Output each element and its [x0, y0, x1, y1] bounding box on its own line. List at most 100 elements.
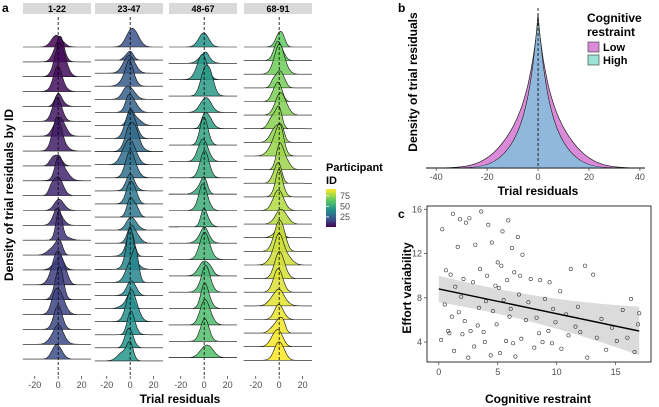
- scatter-point: [604, 347, 609, 352]
- ridge-density: [243, 316, 313, 334]
- scatter-point: [508, 306, 513, 311]
- ridge-density: [95, 150, 163, 179]
- x-tick-label: 0: [536, 172, 541, 182]
- scatter-point: [568, 267, 573, 272]
- x-tick-label: 0: [277, 380, 282, 390]
- scatter-point: [452, 348, 457, 353]
- x-tick-label: -20: [174, 380, 187, 390]
- scatter-point: [515, 235, 520, 240]
- x-tick-label: 0: [436, 367, 441, 377]
- facet-strip-label: 68-91: [266, 4, 289, 14]
- x-tick-label: 5: [495, 367, 500, 377]
- scatter-point: [495, 260, 500, 265]
- ridge-density: [94, 289, 164, 322]
- scatter-point: [547, 280, 552, 285]
- scatter-point: [467, 216, 472, 221]
- facet-strip: [23, 3, 91, 14]
- scatter-point: [632, 349, 637, 354]
- ridge-density: [169, 150, 237, 179]
- scatter-point: [460, 332, 465, 337]
- ridge-density: [94, 340, 164, 362]
- colorbar-tick-label: 50: [340, 201, 350, 211]
- ridge-density: [244, 81, 312, 102]
- scatter-point: [538, 278, 543, 283]
- scatter-point: [440, 227, 445, 232]
- ridge-density: [94, 247, 164, 283]
- scatter-point: [506, 218, 511, 223]
- ridge-density: [94, 216, 164, 231]
- ridge-density: [243, 288, 313, 307]
- scatter-point: [518, 273, 523, 278]
- ridge-density: [243, 70, 313, 89]
- ridge-density: [22, 43, 92, 78]
- scatter-point: [516, 292, 521, 297]
- x-tick-label: 20: [77, 380, 87, 390]
- scatter-point: [473, 242, 478, 247]
- scatter-point: [628, 296, 633, 301]
- scatter-point: [494, 322, 499, 327]
- scatter-point: [478, 267, 483, 272]
- ridge-density: [94, 310, 164, 336]
- scatter-point: [507, 314, 512, 319]
- x-tick-label: 15: [611, 367, 621, 377]
- scatter-point: [534, 315, 539, 320]
- scatter-point: [443, 268, 448, 273]
- x-tick-label: 20: [298, 380, 308, 390]
- y-tick-label: 12: [412, 249, 422, 259]
- ridge-density: [169, 260, 237, 277]
- scatter-point: [485, 273, 490, 278]
- scatter-point: [447, 331, 452, 336]
- scatter-point: [499, 263, 504, 268]
- scatter-point: [575, 304, 580, 309]
- panel-a-y-title: Density of trial residuals by ID: [2, 109, 16, 281]
- panel-c-x-title: Cognitive restraint: [485, 392, 591, 406]
- scatter-point: [449, 314, 454, 319]
- scatter-point: [523, 317, 528, 322]
- x-tick-label: 0: [128, 380, 133, 390]
- facet-strip-label: 48-67: [191, 4, 214, 14]
- ridge-density: [94, 180, 164, 205]
- x-tick-label: -20: [481, 172, 494, 182]
- scatter-point: [463, 220, 468, 225]
- colorbar-tick-label: 75: [340, 191, 350, 201]
- ridge-density: [168, 264, 238, 293]
- scatter-point: [439, 337, 444, 342]
- colorbar-title-line1: Participant: [326, 162, 383, 174]
- scatter-point: [470, 280, 475, 285]
- scatter-point: [472, 344, 477, 349]
- y-tick-label: 16: [412, 204, 422, 214]
- ridge-density: [243, 268, 313, 293]
- ridge-density: [94, 197, 164, 218]
- colorbar: [326, 189, 336, 227]
- ridge-density: [94, 226, 164, 270]
- scatter-point: [509, 246, 514, 251]
- colorbar-tick-label: 25: [340, 212, 350, 222]
- scatter-point: [585, 355, 590, 360]
- legend-title-line1: Cognitive: [587, 11, 642, 25]
- x-tick-label: 10: [552, 367, 562, 377]
- scatter-point: [582, 263, 587, 268]
- ridge-density: [243, 329, 313, 348]
- facet-strip-label: 23-47: [117, 4, 140, 14]
- panel-b-x-title: Trial residuals: [498, 184, 579, 198]
- scatter-point: [498, 351, 503, 356]
- ridge-density: [243, 208, 313, 225]
- scatter-point: [578, 330, 583, 335]
- x-tick-label: 20: [149, 380, 159, 390]
- ridge-density: [244, 303, 312, 320]
- scatter-point: [475, 323, 480, 328]
- scatter-point: [486, 222, 491, 227]
- scatter-point: [496, 285, 501, 290]
- x-tick-label: -20: [28, 380, 41, 390]
- ridge-density: [22, 176, 92, 196]
- scatter-point: [461, 276, 466, 281]
- facet-strip-label: 1-22: [48, 4, 66, 14]
- scatter-point: [476, 305, 481, 310]
- panel-c-y-title: Effort variability: [400, 242, 414, 334]
- scatter-point: [526, 300, 531, 305]
- density-panel: -40 -20 0 20 40: [426, 8, 645, 182]
- ridge-density: [95, 27, 163, 48]
- scatter-point: [637, 311, 642, 316]
- scatter-point: [558, 289, 563, 294]
